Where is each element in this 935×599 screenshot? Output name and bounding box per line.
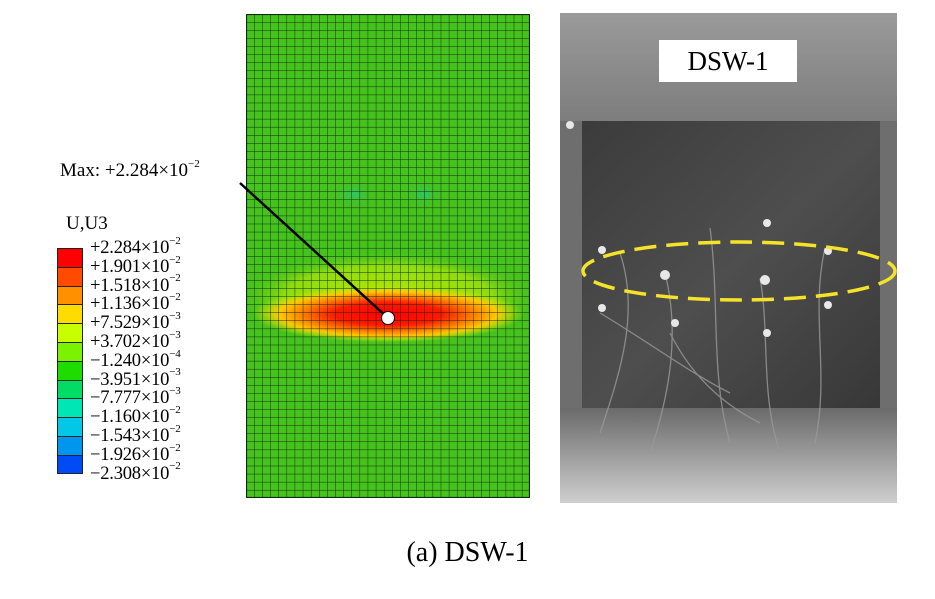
legend-exponent: −3 — [169, 310, 181, 323]
legend-swatch — [57, 398, 83, 418]
legend-label: −2.308×10−2 — [90, 460, 181, 484]
right-column — [880, 121, 897, 431]
legend-label: −3.951×10−3 — [90, 366, 181, 390]
legend-mantissa: +1.518 — [90, 275, 141, 296]
legend-title: U,U3 — [66, 213, 108, 234]
legend-swatch — [57, 304, 83, 324]
legend-exponent: −2 — [169, 253, 181, 266]
legend-mantissa: +1.901 — [90, 256, 141, 277]
figure-caption: (a) DSW-1 — [406, 537, 529, 568]
legend-exponent: −2 — [169, 404, 181, 417]
legend-mantissa: +2.284 — [90, 238, 141, 258]
legend-mantissa: −1.160 — [90, 407, 141, 428]
legend-exponent: −2 — [169, 460, 181, 473]
legend-exponent: −3 — [169, 385, 181, 398]
legend-exponent: −2 — [169, 234, 181, 247]
legend-swatch — [57, 454, 83, 474]
legend-label: +2.284×10−2 — [90, 234, 181, 258]
legend-exponent: −2 — [169, 272, 181, 285]
legend-mantissa: +3.702 — [90, 332, 141, 352]
legend-label: −1.543×10−2 — [90, 422, 181, 446]
legend-mantissa: −7.777 — [90, 388, 141, 409]
legend-label: +3.702×10−3 — [90, 328, 181, 352]
fe-contour-plot — [246, 14, 530, 498]
legend-mantissa: −3.951 — [90, 369, 141, 390]
legend-exponent: −2 — [169, 422, 181, 435]
legend-label: −1.926×10−2 — [90, 441, 181, 465]
legend-exponent: −4 — [169, 347, 181, 360]
legend-mantissa: +7.529 — [90, 313, 141, 334]
legend-mantissa: −1.926 — [90, 444, 141, 465]
crack-zone-highlight — [581, 240, 897, 302]
ground-base — [560, 408, 897, 503]
wall-panel — [574, 121, 886, 421]
legend-swatch — [57, 266, 83, 286]
legend-mantissa: −2.308 — [90, 463, 141, 484]
legend-label: +7.529×10−3 — [90, 310, 181, 334]
max-prefix: Max: — [60, 160, 105, 181]
max-value-annotation: Max: +2.284×10−2 — [60, 157, 202, 182]
legend-swatch — [57, 435, 83, 455]
legend-label: −1.160×10−2 — [90, 404, 181, 428]
specimen-label: DSW-1 — [659, 40, 797, 82]
max-mantissa: +2.284 — [104, 160, 159, 181]
legend-exponent: −3 — [169, 366, 181, 379]
sensor-points — [566, 121, 832, 337]
left-column — [560, 121, 582, 431]
legend-label: +1.901×10−2 — [90, 253, 181, 277]
legend-swatch — [57, 360, 83, 380]
specimen-test-photo — [560, 13, 897, 503]
legend-swatch — [57, 285, 83, 305]
contour-legend-colorbar — [57, 248, 83, 474]
legend-mantissa: −1.240 — [90, 350, 141, 371]
legend-swatch — [57, 379, 83, 399]
legend-mantissa: +1.136 — [90, 294, 141, 315]
mesh-grid — [246, 14, 530, 498]
legend-swatch — [57, 341, 83, 361]
legend-mantissa: −1.543 — [90, 426, 141, 446]
legend-label: +1.518×10−2 — [90, 272, 181, 296]
legend-exponent: −3 — [169, 328, 181, 341]
legend-swatch — [57, 417, 83, 436]
legend-swatch — [57, 323, 83, 342]
legend-label: +1.136×10−2 — [90, 291, 181, 315]
legend-label: −1.240×10−4 — [90, 347, 181, 371]
legend-label: −7.777×10−3 — [90, 385, 181, 409]
max-exponent: −2 — [188, 157, 200, 170]
legend-exponent: −2 — [169, 291, 181, 304]
legend-exponent: −2 — [169, 441, 181, 454]
legend-swatch — [57, 248, 83, 267]
wires — [599, 227, 826, 454]
